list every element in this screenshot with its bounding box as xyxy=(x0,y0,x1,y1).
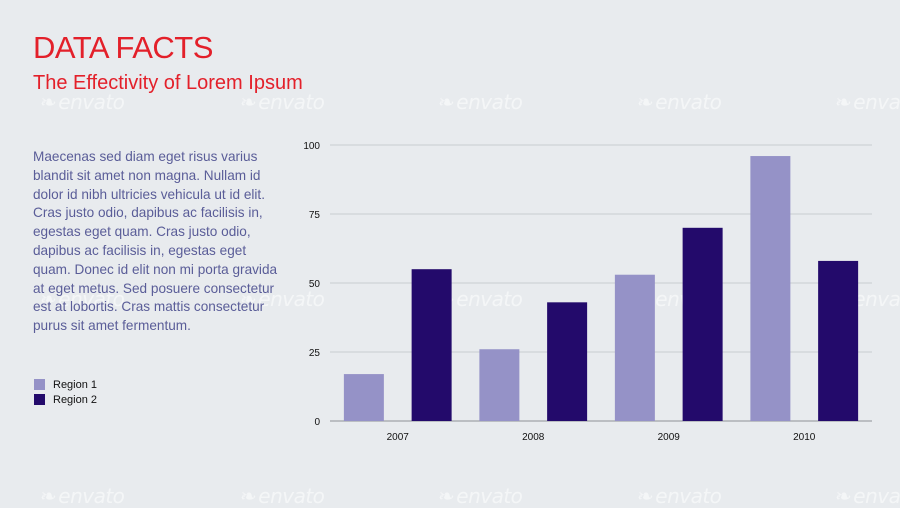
leaf-icon: ❧ xyxy=(438,484,455,508)
legend-item-region-2: Region 2 xyxy=(34,392,97,407)
leaf-icon: ❧ xyxy=(835,90,852,114)
y-tick-label: 25 xyxy=(309,348,321,359)
leaf-icon: ❧ xyxy=(637,90,654,114)
leaf-icon: ❧ xyxy=(438,90,455,114)
bar-region-1 xyxy=(343,374,384,421)
leaf-icon: ❧ xyxy=(637,484,654,508)
watermark: ❧envato xyxy=(40,484,125,508)
watermark: ❧envato xyxy=(835,90,900,114)
watermark-text: envato xyxy=(853,90,900,114)
watermark-text: envato xyxy=(58,484,125,508)
watermark-text: envato xyxy=(258,484,325,508)
page-subtitle: The Effectivity of Lorem Ipsum xyxy=(33,72,303,94)
bar-chart: 0 25 50 75 100 2007 2008 2009 2010 xyxy=(303,141,872,443)
bar-region-2 xyxy=(411,269,452,421)
x-tick-label: 2008 xyxy=(522,432,545,443)
y-tick-label: 50 xyxy=(309,279,321,290)
leaf-icon: ❧ xyxy=(835,484,852,508)
y-tick-label: 0 xyxy=(314,417,320,428)
watermark-text: envato xyxy=(655,90,722,114)
watermark: ❧envato xyxy=(438,90,523,114)
page-title: DATA FACTS xyxy=(33,30,213,65)
legend-label: Region 1 xyxy=(53,378,98,391)
legend-item-region-1: Region 1 xyxy=(34,377,97,392)
watermark: ❧envato xyxy=(240,484,325,508)
description-text: Maecenas sed diam eget risus varius blan… xyxy=(33,149,278,334)
x-tick-label: 2009 xyxy=(658,432,681,443)
watermark: ❧envato xyxy=(438,484,523,508)
y-tick-label: 75 xyxy=(309,210,321,221)
bar-region-1 xyxy=(750,156,791,421)
leaf-icon: ❧ xyxy=(40,484,57,508)
legend-swatch-region-1 xyxy=(34,379,45,390)
leaf-icon: ❧ xyxy=(240,484,257,508)
bar-region-1 xyxy=(479,349,520,421)
watermark: ❧envato xyxy=(637,90,722,114)
x-tick-label: 2007 xyxy=(387,432,410,443)
bar-region-2 xyxy=(682,227,723,421)
watermark: ❧envato xyxy=(835,484,900,508)
bar-region-2 xyxy=(818,260,859,421)
watermark: ❧envato xyxy=(637,484,722,508)
bar-region-2 xyxy=(547,302,588,421)
x-tick-label: 2010 xyxy=(793,432,816,443)
legend-label: Region 2 xyxy=(53,393,98,406)
watermark-text: envato xyxy=(655,484,722,508)
legend-swatch-region-2 xyxy=(34,394,45,405)
bar-region-1 xyxy=(614,274,655,421)
y-tick-label: 100 xyxy=(303,141,320,152)
watermark-text: envato xyxy=(456,484,523,508)
watermark-text: envato xyxy=(853,484,900,508)
chart-legend: Region 1 Region 2 xyxy=(34,377,97,407)
watermark-text: envato xyxy=(456,90,523,114)
